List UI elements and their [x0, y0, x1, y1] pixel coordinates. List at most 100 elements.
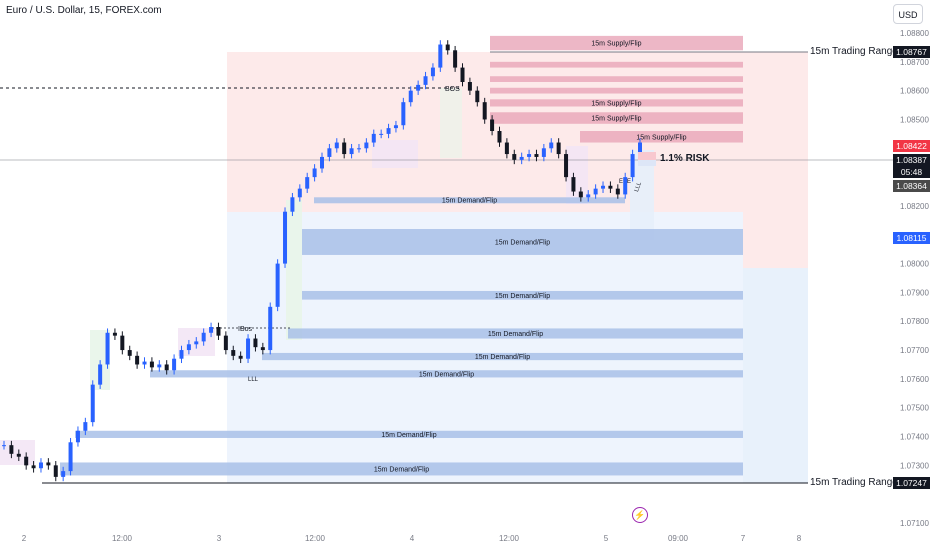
candle-body [223, 335, 228, 351]
candle-body [364, 142, 369, 149]
candle-body [504, 142, 509, 155]
price-axis-tick: 1.08700 [900, 58, 929, 67]
candle-body [320, 156, 324, 169]
highlight-box-1 [0, 440, 35, 465]
price-tag-countdown: 05:48 [893, 166, 930, 178]
candle-body [216, 327, 221, 336]
price-axis-tick: 1.07500 [900, 404, 929, 413]
candle-body [401, 102, 406, 126]
candle-body [290, 197, 295, 212]
price-tag-entry: 1.08364 [893, 180, 930, 192]
candle-body [90, 384, 95, 423]
demand-zone-label: 15m Demand/Flip [495, 239, 550, 246]
candle-body [497, 131, 502, 143]
candle-body [327, 148, 332, 157]
candle-body [623, 177, 628, 195]
time-axis-tick: 12:00 [305, 534, 326, 543]
demand-zone-label: 15m Demand/Flip [475, 354, 530, 361]
price-axis-tick: 1.07800 [900, 317, 929, 326]
candle-body [112, 332, 117, 336]
candle-body [430, 67, 435, 77]
candle-body [312, 168, 317, 178]
lll-label-1: LLL [248, 377, 259, 383]
candle-body [593, 188, 598, 195]
candle-body [31, 465, 36, 469]
price-axis-tick: 1.08600 [900, 87, 929, 96]
supply-zone-label: 15m Supply/Flip [591, 41, 641, 48]
highlight-box-6 [440, 88, 462, 158]
trade-entry-box [638, 152, 656, 160]
candle-body [453, 50, 458, 68]
price-axis-tick: 1.07400 [900, 433, 929, 442]
price-axis-tick: 1.08800 [900, 29, 929, 38]
projection-target-box [743, 268, 808, 483]
candle-body [630, 154, 635, 178]
demand-zone-label: 15m Demand/Flip [419, 371, 474, 378]
candle-body [68, 442, 73, 472]
trade-target-box [638, 160, 656, 166]
candle-body [297, 188, 302, 198]
risk-label: 1.1% RISK [660, 153, 710, 164]
supply-zone [580, 131, 743, 143]
bos-label: BOS [445, 86, 460, 93]
price-axis-tick: 1.08000 [900, 260, 929, 269]
candle-body [24, 456, 29, 466]
candle-body [46, 462, 51, 466]
supply-zone [490, 61, 743, 68]
demand-zone [288, 328, 743, 339]
candle-body [342, 142, 347, 155]
candle-body [578, 191, 583, 198]
candle-body [416, 84, 421, 91]
candle-body [615, 188, 620, 195]
price-axis-tick: 1.07300 [900, 461, 929, 470]
candle-body [186, 344, 191, 351]
candle-body [194, 341, 199, 345]
price-axis-tick: 1.07700 [900, 346, 929, 355]
time-axis-tick: 3 [217, 534, 222, 543]
demand-zone-label: 15m Demand/Flip [374, 466, 429, 473]
demand-zone-label: 15m Demand/Flip [488, 331, 543, 338]
time-axis-tick: 2 [22, 534, 27, 543]
highlight-box-7 [566, 146, 588, 204]
candle-body [549, 142, 554, 149]
candle-body [601, 185, 606, 189]
demand-zone [60, 462, 743, 476]
candle-body [238, 355, 243, 359]
candle-body [268, 306, 273, 351]
lightning-icon[interactable]: ⚡ [632, 507, 648, 523]
price-axis-tick: 1.07600 [900, 375, 929, 384]
highlight-box-4 [286, 200, 302, 340]
candle-body [534, 154, 539, 157]
candle-body [541, 148, 546, 157]
time-axis-tick: 7 [741, 534, 746, 543]
candle-body [386, 128, 391, 134]
highlight-box-5 [372, 140, 418, 168]
time-axis-tick: 09:00 [668, 534, 689, 543]
price-axis-tick: 1.08500 [900, 115, 929, 124]
candle-body [393, 125, 398, 129]
candle-body [608, 185, 613, 189]
candle-body [445, 44, 450, 51]
supply-zone [490, 99, 743, 107]
price-axis-tick: 1.07900 [900, 288, 929, 297]
candle-body [16, 453, 21, 457]
lll-label-2: LLL [634, 181, 643, 193]
candle-body [209, 327, 214, 333]
candle-body [638, 142, 642, 155]
demand-zone [75, 430, 743, 438]
demand-zone-label: 15m Demand/Flip [495, 293, 550, 300]
time-axis-tick: 12:00 [499, 534, 520, 543]
candle-body [408, 90, 413, 103]
candle-body [349, 148, 354, 155]
candle-body [75, 430, 80, 443]
candle-body [149, 361, 154, 368]
ibos-label: IBos [238, 326, 253, 333]
currency-button[interactable]: USD [893, 4, 923, 24]
time-axis-tick: 5 [604, 534, 609, 543]
candle-body [98, 364, 103, 385]
candle-body [253, 338, 258, 348]
demand-zone [150, 370, 743, 378]
time-axis-tick: 4 [410, 534, 415, 543]
candle-body [246, 338, 251, 359]
